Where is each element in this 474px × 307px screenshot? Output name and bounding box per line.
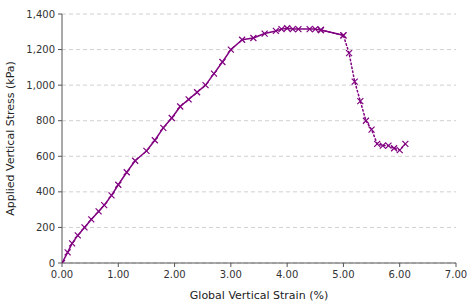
point-marker: [284, 25, 290, 31]
point-marker: [312, 26, 318, 32]
point-marker: [152, 137, 158, 143]
x-tick: [118, 263, 119, 267]
point-marker: [380, 143, 386, 149]
y-tick-label: 600: [36, 151, 55, 162]
y-tick: [58, 156, 62, 157]
y-grid-line: [62, 227, 456, 228]
y-grid-line: [62, 120, 456, 121]
x-tick-label: 5.00: [332, 269, 354, 280]
point-marker: [228, 47, 234, 53]
point-marker: [295, 26, 301, 32]
point-marker: [340, 32, 346, 38]
y-tick: [58, 49, 62, 50]
x-tick-label: 6.00: [389, 269, 411, 280]
point-marker: [69, 240, 75, 246]
point-marker: [402, 141, 408, 147]
x-tick-label: 3.00: [220, 269, 242, 280]
y-grid-line: [62, 49, 456, 50]
point-marker: [82, 224, 88, 230]
point-marker: [346, 50, 352, 56]
point-marker: [211, 71, 217, 77]
point-marker: [101, 202, 107, 208]
plot-data: [62, 25, 408, 263]
point-marker: [374, 141, 380, 147]
point-marker: [186, 96, 192, 102]
point-marker: [290, 26, 296, 32]
y-tick: [58, 191, 62, 192]
point-marker: [385, 143, 391, 149]
point-marker: [273, 28, 279, 34]
point-marker: [115, 182, 121, 188]
grid: [62, 14, 456, 263]
x-tick: [456, 263, 457, 267]
y-grid-line: [62, 263, 456, 264]
y-tick: [58, 263, 62, 264]
point-marker: [369, 127, 375, 133]
point-marker: [65, 249, 71, 255]
point-marker: [318, 27, 324, 33]
y-tick: [58, 120, 62, 121]
point-marker: [169, 115, 175, 121]
y-tick-label: 400: [36, 186, 55, 197]
series-line: [321, 30, 405, 150]
y-tick-label: 1,000: [26, 80, 55, 91]
x-tick: [287, 263, 288, 267]
point-marker: [239, 37, 245, 43]
point-marker: [397, 147, 403, 153]
point-marker: [203, 82, 209, 88]
point-marker: [109, 192, 115, 198]
x-tick: [62, 263, 63, 267]
x-axis-line: [62, 263, 456, 264]
y-tick-label: 1,200: [26, 44, 55, 55]
point-marker: [219, 59, 225, 65]
point-marker: [160, 125, 166, 131]
y-tick-label: 800: [36, 115, 55, 126]
y-tick: [58, 14, 62, 15]
y-axis-label: Applied Vertical Stress (kPa): [4, 61, 17, 216]
point-marker: [143, 148, 149, 154]
y-grid-line: [62, 14, 456, 15]
point-marker: [194, 89, 200, 95]
y-grid-line: [62, 191, 456, 192]
x-axis-label: Global Vertical Strain (%): [190, 289, 328, 302]
point-marker: [124, 169, 130, 175]
y-tick-label: 0: [49, 258, 55, 269]
x-tick: [343, 263, 344, 267]
x-tick-label: 2.00: [163, 269, 185, 280]
x-tick-label: 4.00: [276, 269, 298, 280]
point-marker: [262, 31, 268, 37]
point-marker: [75, 232, 81, 238]
background: [0, 0, 474, 307]
point-marker: [177, 103, 183, 109]
point-marker: [62, 260, 65, 263]
x-tick-label: 0.00: [51, 269, 73, 280]
axes: 0.00 1.00 2.00 3.00 4.00 5.00 6.00 7.00 0 200 400 6…: [26, 9, 467, 281]
point-marker: [352, 79, 358, 85]
y-tick: [58, 227, 62, 228]
y-tick-label: 200: [36, 222, 55, 233]
x-tick-label: 1.00: [107, 269, 129, 280]
point-marker: [132, 158, 138, 164]
point-marker: [357, 98, 363, 104]
point-marker: [391, 145, 397, 151]
point-marker: [88, 216, 94, 222]
point-marker: [307, 26, 313, 32]
series-line: [62, 28, 343, 263]
chart: 0.00 1.00 2.00 3.00 4.00 5.00 6.00 7.00 0 200 400 6…: [0, 0, 474, 307]
x-tick: [174, 263, 175, 267]
point-marker: [96, 208, 102, 214]
x-tick: [230, 263, 231, 267]
y-tick-label: 1,400: [26, 9, 55, 20]
y-grid-line: [62, 85, 456, 86]
y-tick: [58, 85, 62, 86]
x-tick-label: 7.00: [445, 269, 467, 280]
point-marker: [279, 26, 285, 32]
y-grid-line: [62, 156, 456, 157]
point-marker: [250, 35, 256, 41]
x-tick: [399, 263, 400, 267]
point-marker: [363, 118, 369, 124]
y-axis-line: [62, 14, 63, 263]
